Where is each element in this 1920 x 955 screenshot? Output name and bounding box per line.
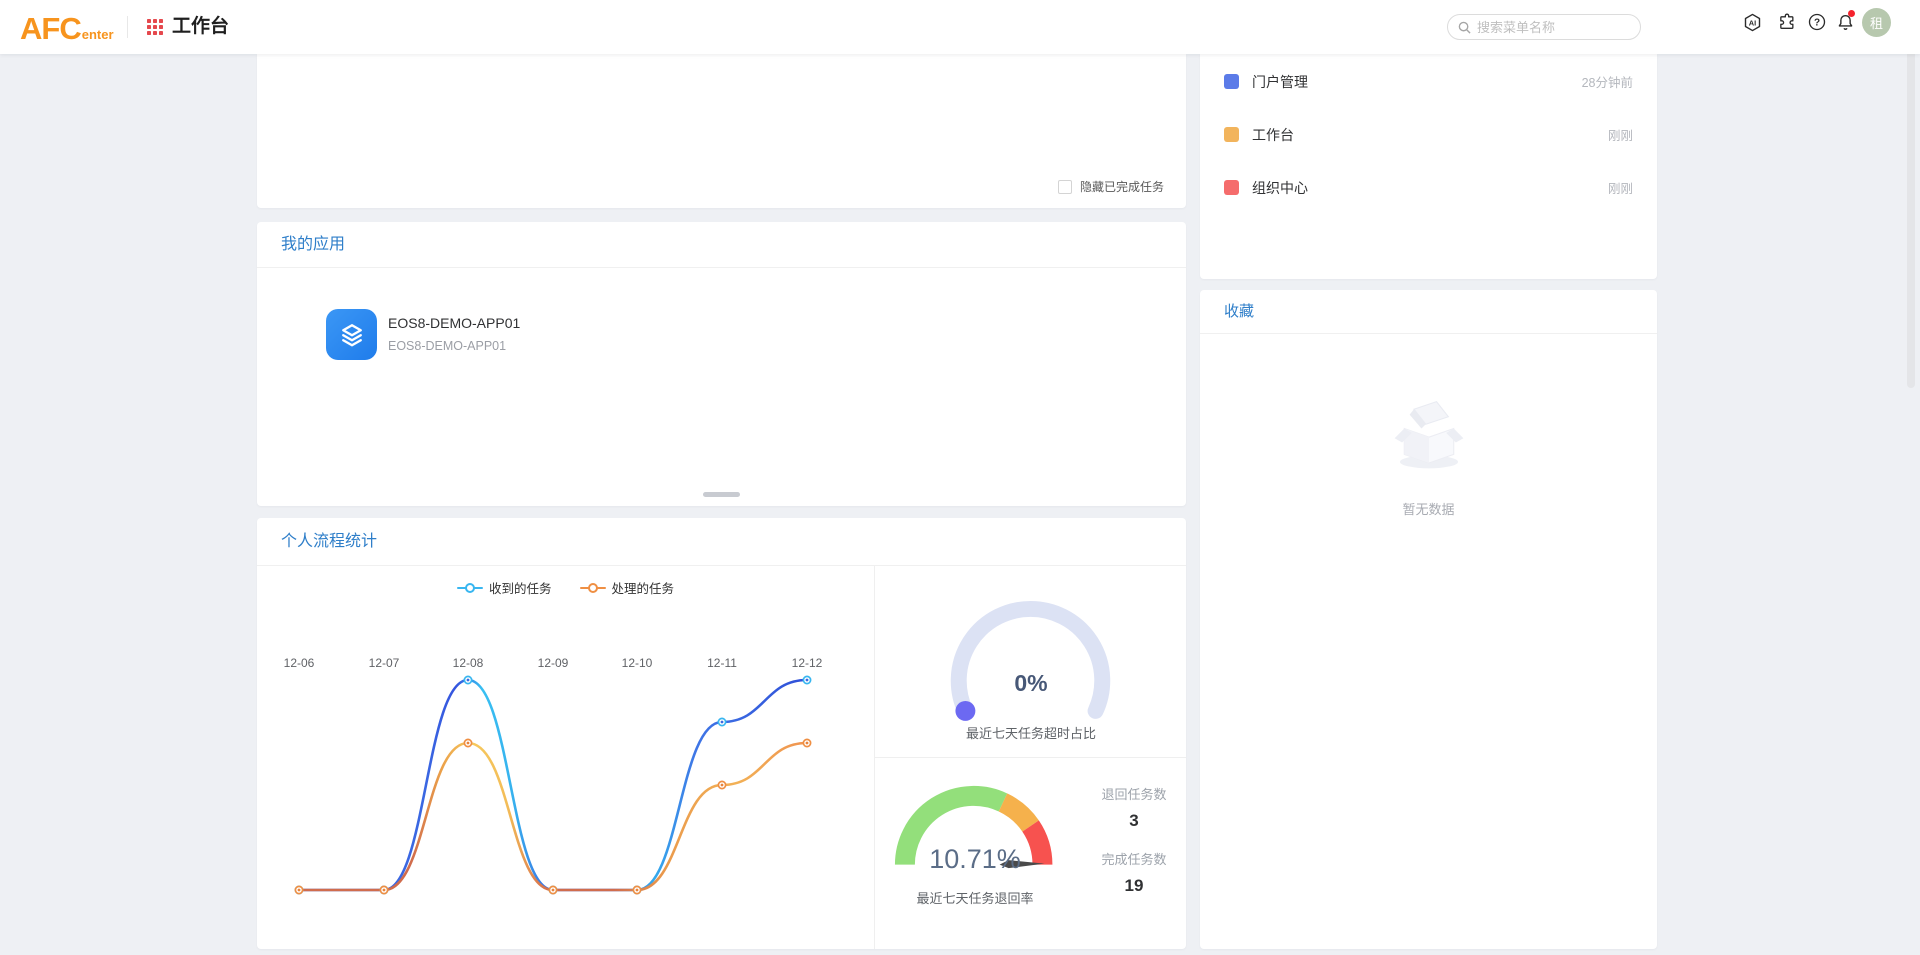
notification-bell-icon[interactable] [1833,10,1857,34]
search-box[interactable] [1447,14,1641,40]
completed-tasks-label: 完成任务数 [1088,849,1180,868]
returned-tasks-label: 退回任务数 [1088,784,1180,803]
brand-logo[interactable]: AFC enter [20,0,114,54]
overtime-gauge-value: 0% [875,670,1187,697]
color-square-icon [1224,127,1239,142]
search-input[interactable] [1477,20,1630,35]
recent-visits-card: 门户管理 28分钟前 工作台 刚刚 组织中心 刚刚 [1200,54,1657,279]
recent-item-time: 刚刚 [1608,178,1633,197]
recent-item-workbench[interactable]: 工作台 刚刚 [1200,108,1657,161]
help-icon[interactable]: ? [1805,10,1829,34]
svg-text:AI: AI [1748,18,1755,27]
app-header: AFC enter 工作台 AI [0,0,1920,54]
checkbox-box[interactable] [1058,180,1072,194]
flow-line-chart: 收到的任务 处理的任务 12-0612-0712-0812-0912-1012-… [257,566,874,949]
checkbox-label: 隐藏已完成任务 [1080,178,1164,195]
favorites-card: 收藏 暂无数据 [1200,290,1657,949]
empty-state: 暂无数据 [1200,392,1657,518]
return-gauge-panel: 10.71% 最近七天任务退回率 退回任务数 3 完成任务数 19 [875,758,1186,948]
apps-horizontal-scrollbar[interactable] [703,492,740,497]
plugin-puzzle-icon[interactable] [1775,10,1799,34]
window-vertical-scrollbar[interactable] [1907,48,1915,388]
app-layers-icon [326,309,377,360]
search-icon [1458,21,1471,34]
hide-completed-checkbox[interactable]: 隐藏已完成任务 [1058,178,1164,195]
line-chart-canvas [257,566,874,949]
page-title: 工作台 [172,0,229,54]
my-apps-card: 我的应用 EOS8-DEMO-APP01 EOS8-DEMO-APP01 [257,222,1186,506]
app-item-eos8-demo-app01[interactable]: EOS8-DEMO-APP01 EOS8-DEMO-APP01 [326,309,520,360]
brand-logo-subtext: enter [82,27,114,42]
flow-stats-card: 个人流程统计 收到的任务 处理的任务 12-0612-0712-0812-091… [257,518,1186,949]
user-avatar[interactable]: 租 [1862,8,1891,37]
empty-state-text: 暂无数据 [1200,499,1657,518]
overtime-gauge-label: 最近七天任务超时占比 [875,723,1187,742]
recent-item-time: 刚刚 [1608,125,1633,144]
gauges-column: 0% 最近七天任务超时占比 10.71% 最近七天任务退回率 退回任务数 3 完… [874,566,1186,949]
recent-item-time: 28分钟前 [1582,72,1633,91]
color-square-icon [1224,74,1239,89]
recent-item-org-center[interactable]: 组织中心 刚刚 [1200,161,1657,214]
completed-tasks-value: 19 [1088,876,1180,896]
flow-stats-title: 个人流程统计 [257,518,1186,566]
apps-grid-icon[interactable] [147,19,163,35]
app-description: EOS8-DEMO-APP01 [388,339,520,353]
color-square-icon [1224,180,1239,195]
svg-text:?: ? [1814,18,1820,29]
tasks-card: 隐藏已完成任务 [257,54,1186,208]
brand-logo-text: AFC [20,15,81,43]
workbench-screen: AFC enter 工作台 AI [0,0,1920,955]
task-counters: 退回任务数 3 完成任务数 19 [1088,784,1180,896]
return-gauge-value: 10.71% [875,844,1075,875]
returned-tasks-value: 3 [1088,811,1180,831]
my-apps-title: 我的应用 [257,222,1186,268]
recent-item-portal[interactable]: 门户管理 28分钟前 [1200,55,1657,108]
overtime-gauge-panel: 0% 最近七天任务超时占比 [875,566,1186,758]
return-gauge-label: 最近七天任务退回率 [875,888,1075,907]
empty-box-icon [1386,392,1472,478]
ai-assistant-icon[interactable]: AI [1740,10,1764,34]
flow-stats-body: 收到的任务 处理的任务 12-0612-0712-0812-0912-1012-… [257,566,1186,949]
notification-badge [1848,10,1855,17]
favorites-title: 收藏 [1200,290,1657,334]
header-divider [127,16,128,38]
app-name: EOS8-DEMO-APP01 [388,315,520,331]
